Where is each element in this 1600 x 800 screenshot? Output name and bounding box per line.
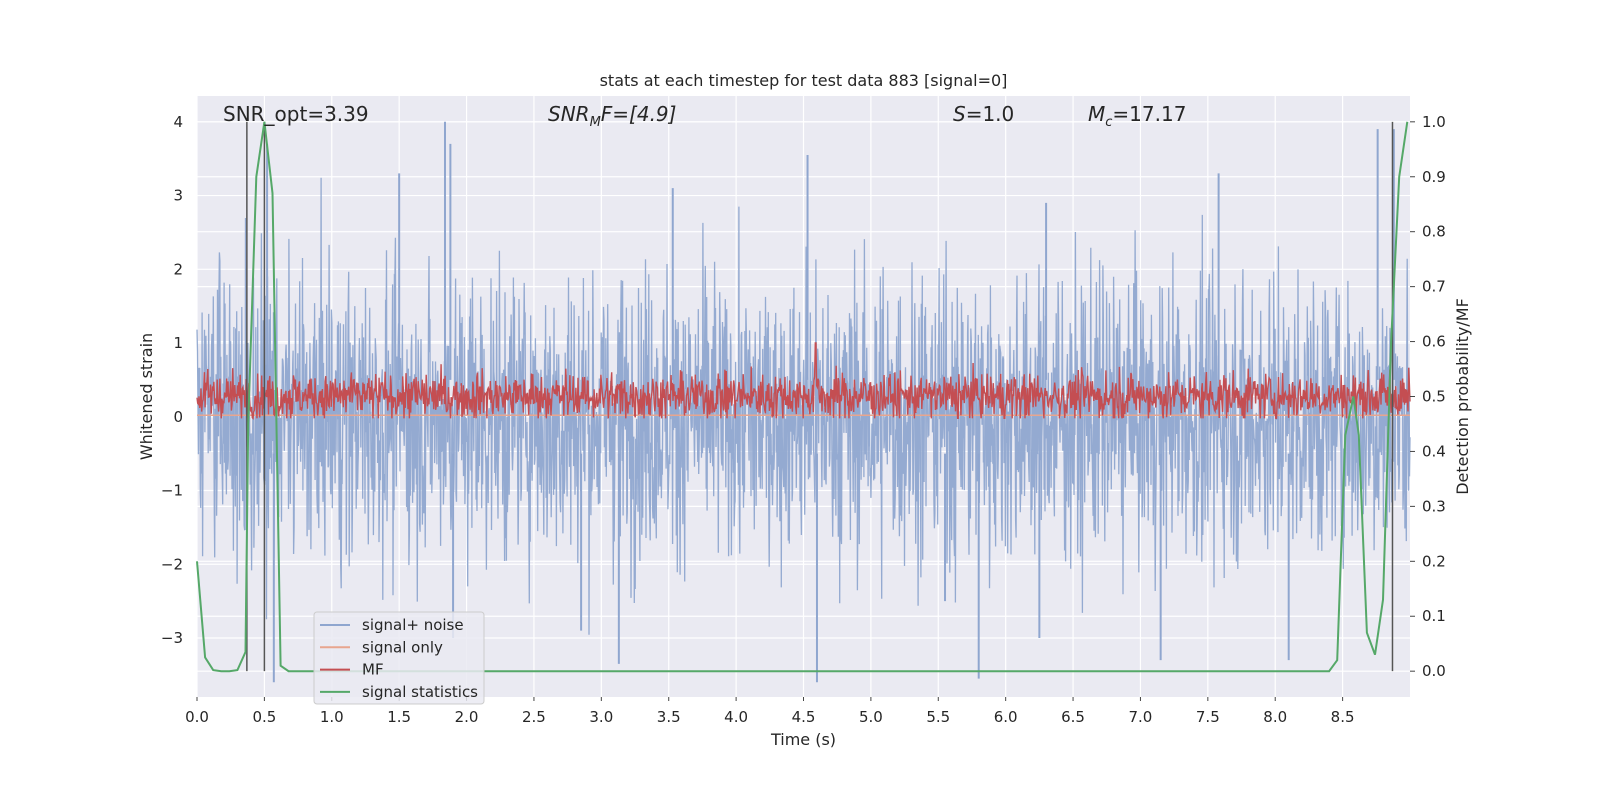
chart-title: stats at each timestep for test data 883… [600, 71, 1008, 90]
y2-tick-label: 0.9 [1422, 168, 1446, 186]
annotation-s: S=1.0 [953, 102, 1014, 126]
mf-trace [196, 342, 1411, 420]
x-tick-label: 4.0 [724, 708, 748, 726]
y2-tick-label: 0.1 [1422, 607, 1446, 625]
x-tick-label: 7.5 [1196, 708, 1220, 726]
annotation-s-rest: =1.0 [966, 102, 1015, 126]
annotation-snr-opt: SNR_opt=3.39 [223, 102, 369, 126]
x-tick-label: 7.0 [1129, 708, 1153, 726]
legend: signal+ noise signal only MF signal stat… [313, 611, 485, 705]
y2-tick-label: 0.8 [1422, 223, 1446, 241]
x-tick-label: 6.0 [994, 708, 1018, 726]
series-signal-statistics [196, 121, 1409, 673]
legend-box [313, 611, 485, 705]
x-tick-label: 8.0 [1263, 708, 1287, 726]
y-tick-labels: 4 3 2 1 0 −1 −2 −3 [161, 113, 183, 647]
y2-axis-label: Detection probability/MF [1453, 298, 1472, 495]
y-tick-label: 3 [173, 187, 183, 205]
y-axis-label: Whitened strain [137, 333, 156, 460]
annotation-mc-main: M [1088, 102, 1105, 126]
annotation-snr-mf-main: SNR [548, 102, 590, 126]
annotation-snr-mf-sub: M [590, 115, 601, 130]
annotation-snr-mf-rest: F=[4.9] [601, 102, 677, 126]
annotation-mc: Mc=17.17 [1088, 102, 1186, 130]
series-mf [196, 342, 1411, 420]
x-tick-label: 0.0 [185, 708, 209, 726]
x-tick-label: 5.0 [859, 708, 883, 726]
x-tick-labels: 0.0 0.5 1.0 1.5 2.0 2.5 3.0 3.5 4.0 4.5 5.0 5.5 6.0 6… [185, 697, 1355, 726]
y2-tick-label: 0.4 [1422, 442, 1446, 460]
x-tick-label: 5.5 [926, 708, 950, 726]
y-tick-label: 0 [173, 408, 183, 426]
x-tick-label: 2.0 [455, 708, 479, 726]
y-tick-label: −2 [161, 555, 183, 573]
legend-label-signal-statistics: signal statistics [362, 683, 478, 701]
y-tick-label: −3 [161, 629, 183, 647]
annotation-mc-rest: =17.17 [1112, 102, 1186, 126]
x-axis-label: Time (s) [770, 730, 836, 749]
x-tick-label: 1.5 [387, 708, 411, 726]
annotation-mc-sub: c [1105, 115, 1112, 130]
legend-label-signal-plus-noise: signal+ noise [362, 616, 464, 634]
annotation-snr-mf: SNRMF=[4.9] [548, 102, 676, 130]
legend-label-signal-only: signal only [362, 638, 443, 656]
x-tick-label: 3.5 [657, 708, 681, 726]
y-tick-label: 1 [173, 334, 183, 352]
y2-tick-label: 0.6 [1422, 333, 1446, 351]
x-tick-label: 1.0 [320, 708, 344, 726]
annotation-s-main: S [953, 102, 966, 126]
x-tick-label: 3.0 [589, 708, 613, 726]
legend-label-mf: MF [362, 661, 384, 679]
signal-statistics-line [196, 121, 1409, 673]
y2-tick-label: 0.7 [1422, 278, 1446, 296]
y2-tick-label: 0.0 [1422, 662, 1446, 680]
y2-tick-label: 0.2 [1422, 552, 1446, 570]
y-tick-label: −1 [161, 482, 183, 500]
x-tick-label: 6.5 [1061, 708, 1085, 726]
x-tick-label: 8.5 [1331, 708, 1355, 726]
y2-tick-label: 0.5 [1422, 388, 1446, 406]
y-tick-label: 2 [173, 260, 183, 278]
x-tick-label: 4.5 [792, 708, 816, 726]
y2-tick-labels: 1.0 0.9 0.8 0.7 0.6 0.5 0.4 0.3 0.2 0.1 0.0 [1410, 113, 1446, 680]
y2-tick-label: 1.0 [1422, 113, 1446, 131]
x-tick-label: 0.5 [252, 708, 276, 726]
x-tick-label: 2.5 [522, 708, 546, 726]
y2-tick-label: 0.3 [1422, 497, 1446, 515]
y-tick-label: 4 [173, 113, 183, 131]
